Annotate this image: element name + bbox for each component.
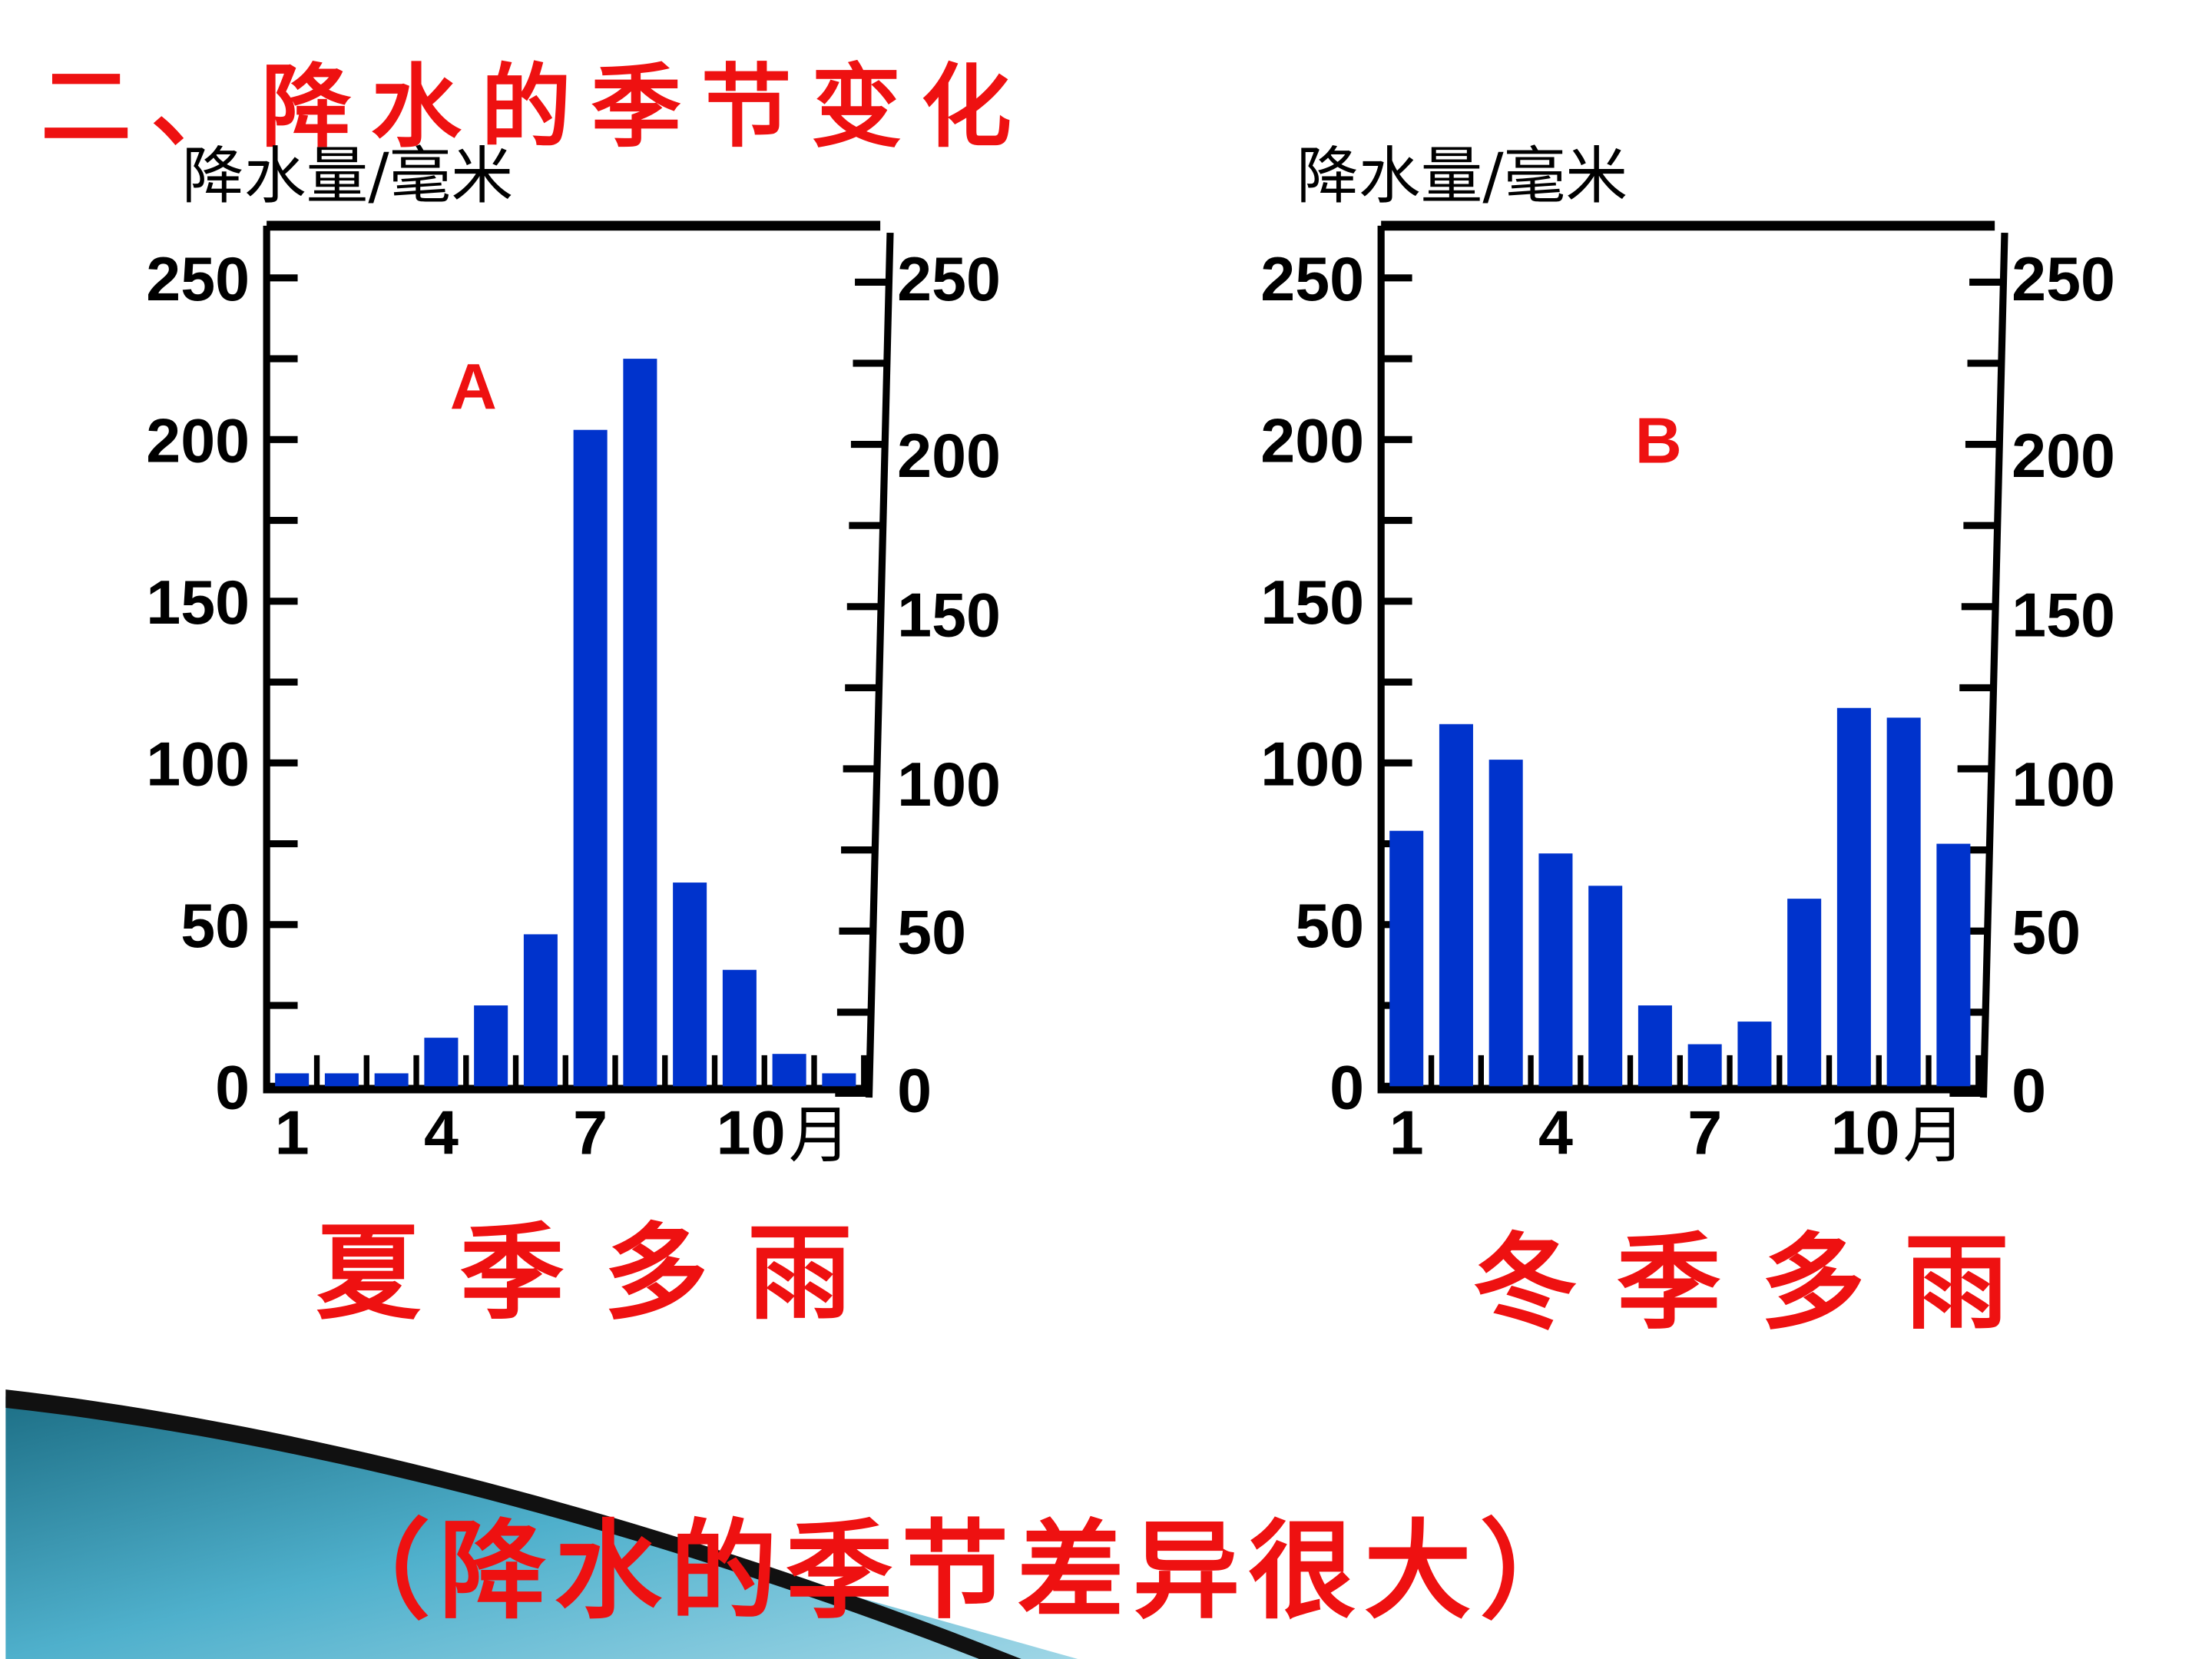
- x-axis-unit: 月: [1903, 1100, 1965, 1172]
- y-tick-label-right: 250: [2012, 245, 2115, 314]
- bar-month-10: [722, 969, 757, 1087]
- bar-month-4: [424, 1038, 459, 1087]
- x-tick-label: 1: [275, 1098, 310, 1167]
- x-tick-label: 1: [1389, 1098, 1424, 1167]
- bar-month-2: [324, 1073, 359, 1087]
- y-tick-label: 50: [180, 892, 250, 961]
- bar-month-3: [1488, 760, 1523, 1087]
- y-axis-label: 降水量/毫米: [1296, 141, 1628, 213]
- y-tick-label-right: 50: [2012, 899, 2081, 968]
- chart-label: B: [1635, 404, 1682, 476]
- bar-month-6: [523, 934, 558, 1087]
- y-tick-label: 0: [1330, 1054, 1364, 1123]
- y-tick-label-right: 0: [897, 1056, 932, 1125]
- bar-month-9: [673, 882, 707, 1087]
- bar-month-2: [1439, 724, 1473, 1087]
- y-axis-right: [865, 232, 894, 1098]
- chart-label: A: [450, 351, 497, 423]
- bar-month-5: [1588, 886, 1623, 1087]
- bar-month-8: [1737, 1022, 1772, 1087]
- y-tick-label: 100: [146, 730, 250, 800]
- bottom-note: （降水的季节差异很大）: [323, 1508, 1596, 1634]
- y-tick-label: 150: [146, 568, 250, 637]
- decorative-swoosh: [5, 1389, 1078, 1659]
- bar-month-11: [1886, 717, 1921, 1087]
- x-axis-unit: 月: [789, 1100, 851, 1172]
- bar-month-8: [623, 359, 657, 1087]
- y-tick-label-right: 100: [2012, 750, 2115, 820]
- y-tick-label-right: 100: [897, 750, 1001, 820]
- x-tick-label: 7: [1687, 1098, 1722, 1167]
- x-tick-label: 10: [1831, 1098, 1900, 1167]
- y-axis-right: [1979, 232, 2008, 1098]
- bar-month-10: [1836, 707, 1871, 1087]
- x-tick-label: 10: [717, 1098, 786, 1167]
- bar-month-9: [1787, 899, 1822, 1087]
- y-tick-label: 200: [146, 407, 250, 476]
- caption-a: 夏季多雨: [316, 1211, 891, 1334]
- chart-b: 降水量/毫米 0 0 50 50 100 100 150 150 200 200 250 250 1 4 7 1…: [1260, 141, 2115, 1172]
- bar-month-5: [474, 1005, 508, 1087]
- bar-month-7: [1687, 1044, 1722, 1087]
- x-tick-label: 7: [573, 1098, 608, 1167]
- y-tick-label-right: 0: [2012, 1056, 2046, 1125]
- caption-b: 冬季多雨: [1473, 1221, 2048, 1344]
- y-tick-label: 50: [1295, 892, 1364, 961]
- y-tick-label: 150: [1260, 568, 1364, 637]
- bar-month-11: [772, 1054, 806, 1087]
- bar-month-4: [1538, 853, 1573, 1087]
- bar-month-12: [822, 1073, 856, 1087]
- y-tick-label: 250: [146, 245, 250, 314]
- x-tick-label: 4: [1538, 1098, 1573, 1167]
- y-tick-label: 100: [1260, 730, 1364, 800]
- y-axis-label: 降水量/毫米: [182, 141, 513, 213]
- slide-title: 二、降水的季节变化: [41, 54, 1031, 160]
- bar-month-1: [275, 1073, 310, 1087]
- y-tick-label: 0: [215, 1054, 250, 1123]
- y-tick-label-right: 150: [2012, 581, 2115, 650]
- y-tick-label-right: 200: [897, 422, 1001, 491]
- y-tick-label: 200: [1260, 407, 1364, 476]
- y-tick-label: 250: [1260, 245, 1364, 314]
- bar-month-12: [1936, 843, 1971, 1087]
- bar-month-6: [1637, 1005, 1672, 1087]
- x-tick-label: 4: [424, 1098, 459, 1167]
- y-tick-label-right: 250: [897, 245, 1001, 314]
- bar-month-1: [1389, 830, 1424, 1087]
- chart-a: 降水量/毫米 0 0 50 50 100 100 150 150 200 200 250 250 1 4 7 1…: [146, 141, 1001, 1172]
- bar-month-3: [374, 1073, 409, 1087]
- bar-month-7: [573, 429, 608, 1087]
- y-tick-label-right: 50: [897, 899, 966, 968]
- y-tick-label-right: 200: [2012, 422, 2115, 491]
- y-tick-label-right: 150: [897, 581, 1001, 650]
